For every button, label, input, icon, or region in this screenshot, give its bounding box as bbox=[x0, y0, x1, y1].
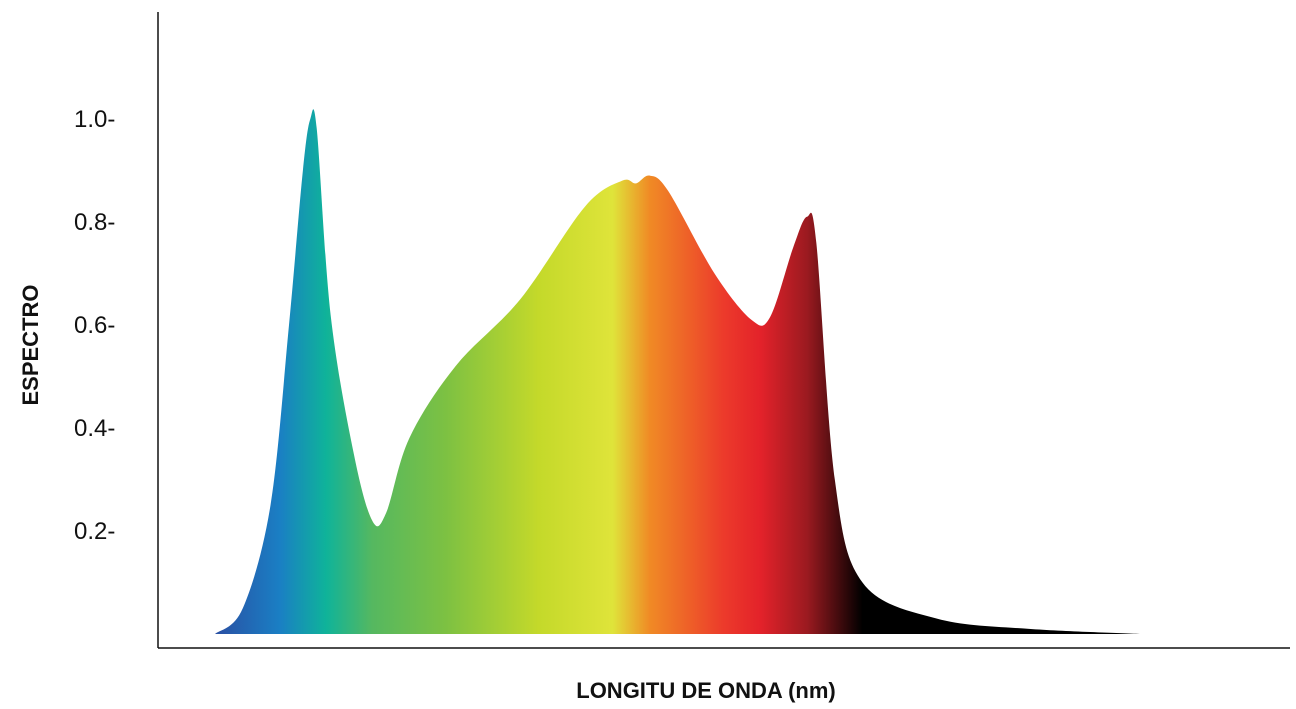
y-axis-title: ESPECTRO bbox=[18, 284, 43, 405]
spectrum-area bbox=[215, 109, 1140, 635]
x-axis-title: LONGITU DE ONDA (nm) bbox=[576, 678, 836, 703]
y-tick-label: 0.8- bbox=[74, 209, 115, 236]
y-tick-label: 0.4- bbox=[74, 415, 115, 442]
plot-area bbox=[215, 109, 1140, 635]
y-tick-label: 0.2- bbox=[74, 518, 115, 545]
y-tick-label: 1.0- bbox=[74, 106, 115, 133]
y-tick-label: 0.6- bbox=[74, 312, 115, 339]
y-tick-labels: 0.2- 0.4- 0.6- 0.8- 1.0- bbox=[74, 106, 115, 545]
